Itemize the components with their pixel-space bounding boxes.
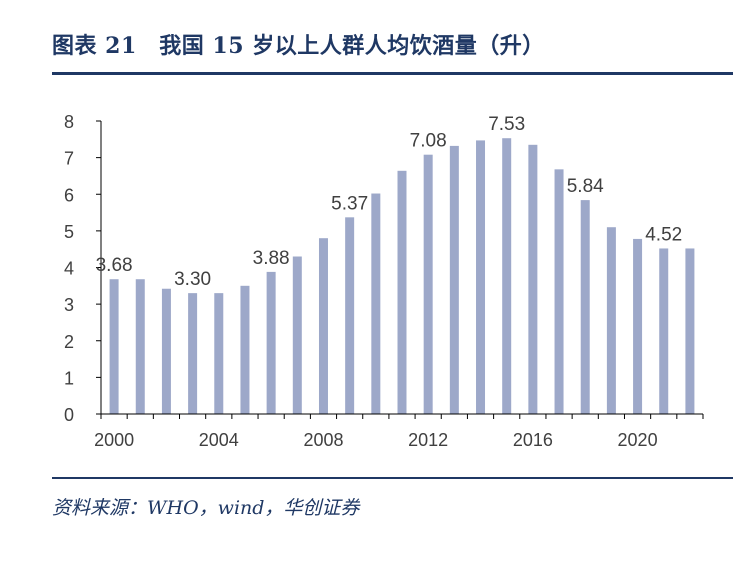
data-label-2015: 7.53 — [488, 114, 525, 135]
bar-2001 — [135, 279, 145, 414]
bar-2022 — [685, 248, 695, 414]
bar-2003 — [188, 293, 198, 414]
bar-2018 — [580, 200, 590, 414]
bar-2006 — [266, 271, 276, 414]
data-label-2003: 3.30 — [174, 269, 211, 290]
bar-2002 — [161, 288, 171, 414]
data-label-2006: 3.88 — [253, 248, 290, 269]
bar-2020 — [633, 238, 643, 414]
x-tick-label: 2000 — [94, 430, 134, 450]
bar-2019 — [606, 227, 616, 414]
y-tick-label: 1 — [64, 368, 74, 388]
chart-title: 图表 21 我国 15 岁以上人群人均饮酒量（升） — [52, 33, 545, 59]
bar-2005 — [240, 285, 250, 414]
source-note: 资料来源：WHO，wind，华创证券 — [52, 497, 360, 519]
source-divider — [52, 477, 733, 479]
bar-2017 — [554, 169, 564, 414]
y-tick-label: 2 — [64, 332, 74, 352]
x-tick-label: 2016 — [513, 430, 553, 450]
data-label-2009: 5.37 — [331, 193, 368, 214]
bar-2015 — [502, 138, 512, 414]
y-tick-label: 7 — [64, 149, 74, 169]
bar-2021 — [659, 248, 669, 414]
bar-2012 — [423, 154, 433, 414]
bar-2011 — [397, 170, 407, 414]
bar-2010 — [371, 193, 381, 414]
y-tick-label: 4 — [64, 259, 74, 279]
data-label-2000: 3.68 — [96, 255, 133, 276]
y-tick-label: 0 — [64, 405, 74, 425]
bar-2000 — [109, 279, 119, 414]
x-tick-label: 2008 — [303, 430, 343, 450]
bar-2008 — [318, 238, 328, 414]
bar-chart: 0 1 2 3 4 5 6 7 8 2000 2004 2008 2012 2016 2020 3.68 3.3… — [64, 112, 704, 450]
bar-2007 — [292, 256, 302, 414]
x-tick-label: 2012 — [408, 430, 448, 450]
title-divider — [52, 72, 733, 75]
data-label-2021: 4.52 — [645, 224, 682, 245]
bar-2013 — [449, 145, 459, 414]
data-label-2018: 5.84 — [567, 176, 604, 197]
x-tick-label: 2004 — [199, 430, 239, 450]
y-tick-label: 5 — [64, 222, 74, 242]
x-tick-label: 2020 — [618, 430, 658, 450]
bar-2014 — [476, 140, 486, 414]
bar-2009 — [345, 217, 355, 414]
y-tick-label: 3 — [64, 295, 74, 315]
bar-2004 — [214, 293, 224, 414]
y-tick-label: 8 — [64, 112, 74, 132]
data-label-2012: 7.08 — [410, 131, 447, 152]
y-tick-label: 6 — [64, 185, 74, 205]
bar-2016 — [528, 144, 538, 414]
